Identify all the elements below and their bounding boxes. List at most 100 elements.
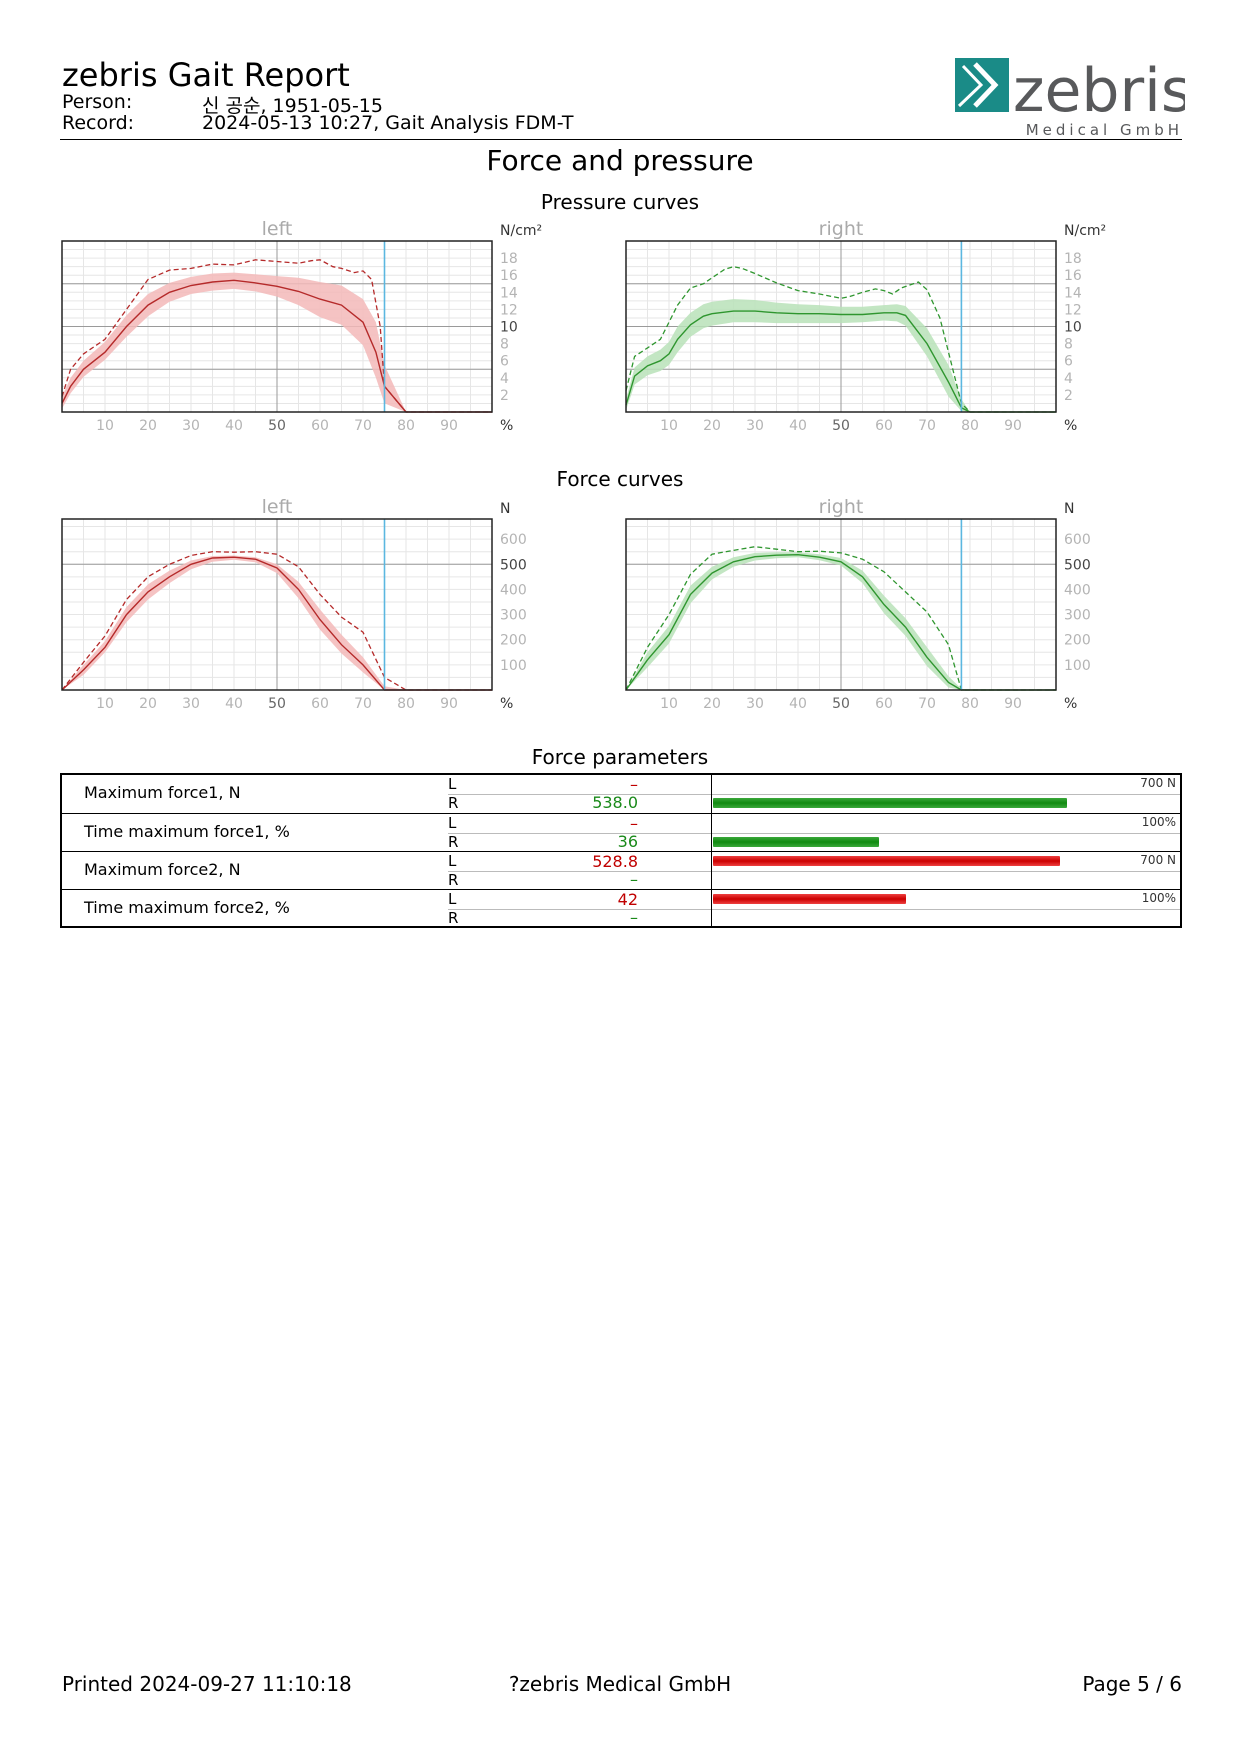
param-bar-left xyxy=(713,894,906,904)
x-tick-label: 80 xyxy=(397,418,415,434)
report-title: zebris Gait Report xyxy=(62,56,350,94)
x-tick-label: 50 xyxy=(268,696,286,712)
row-subdivider xyxy=(448,871,1180,872)
side-l-label: L xyxy=(448,890,457,908)
logo-text: zebris xyxy=(1013,56,1185,126)
record-label: Record: xyxy=(62,112,135,134)
y-tick-label: 14 xyxy=(500,285,518,301)
y-axis-unit: N/cm² xyxy=(500,223,542,239)
y-tick-label: 2 xyxy=(500,388,509,404)
force-chart-left: left 10 20 30 40 50 60 70 80 90 % 100 200 300 400 500 60… xyxy=(61,496,527,712)
x-tick-label: 40 xyxy=(789,418,807,434)
chart-panel-title: right xyxy=(819,496,864,518)
y-tick-label: 14 xyxy=(1064,285,1082,301)
x-tick-label: 20 xyxy=(139,418,157,434)
x-tick-label: 90 xyxy=(1004,696,1022,712)
x-tick-label: 30 xyxy=(746,418,764,434)
x-tick-label: 30 xyxy=(746,696,764,712)
force-parameters-title: Force parameters xyxy=(531,745,709,769)
y-tick-label: 12 xyxy=(500,302,518,318)
param-value-left: – xyxy=(630,814,638,833)
y-tick-label: 400 xyxy=(1064,582,1091,598)
x-axis-unit: % xyxy=(1064,696,1077,712)
x-tick-label: 50 xyxy=(832,418,850,434)
y-tick-label: 4 xyxy=(500,371,509,387)
max-curve xyxy=(625,266,1056,413)
y-tick-label: 600 xyxy=(1064,532,1091,548)
param-label: Time maximum force1, % xyxy=(84,822,290,841)
param-value-left: 528.8 xyxy=(592,852,638,871)
side-r-label: R xyxy=(448,833,459,851)
y-tick-label: 400 xyxy=(500,582,527,598)
x-tick-label: 30 xyxy=(182,696,200,712)
x-tick-label: 90 xyxy=(440,418,458,434)
record-value: 2024-05-13 10:27, Gait Analysis FDM-T xyxy=(202,112,574,134)
y-tick-label: 600 xyxy=(500,532,527,548)
x-tick-label: 10 xyxy=(96,696,114,712)
row-subdivider xyxy=(448,833,1180,834)
x-tick-label: 30 xyxy=(182,418,200,434)
x-axis-unit: % xyxy=(500,696,513,712)
y-tick-label: 8 xyxy=(1064,337,1073,353)
bar-scale-label: 700 N xyxy=(1140,853,1176,867)
max-curve xyxy=(625,546,1056,691)
footer-company: ?zebris Medical GmbH xyxy=(508,1672,732,1696)
x-tick-label: 60 xyxy=(311,696,329,712)
side-l-label: L xyxy=(448,852,457,870)
y-tick-label: 16 xyxy=(500,268,518,284)
y-tick-label: 4 xyxy=(1064,371,1073,387)
x-tick-label: 40 xyxy=(225,696,243,712)
param-row-time-max-force2: Time maximum force2, % L R 42 – 100% xyxy=(62,889,1180,928)
max-curve xyxy=(61,551,492,691)
footer-printed: Printed 2024-09-27 11:10:18 xyxy=(62,1672,352,1696)
y-tick-label: 200 xyxy=(500,633,527,649)
y-axis-unit: N xyxy=(500,501,510,517)
param-bar-right xyxy=(713,798,1067,808)
side-l-label: L xyxy=(448,775,457,793)
y-tick-label: 300 xyxy=(1064,608,1091,624)
y-tick-label: 500 xyxy=(500,557,527,573)
bar-scale-label: 700 N xyxy=(1140,776,1176,790)
header-divider xyxy=(60,139,1182,140)
x-tick-label: 10 xyxy=(96,418,114,434)
param-label: Maximum force2, N xyxy=(84,860,241,879)
y-tick-label: 10 xyxy=(500,320,518,336)
x-tick-label: 80 xyxy=(397,696,415,712)
y-axis-unit: N xyxy=(1064,501,1074,517)
y-tick-label: 500 xyxy=(1064,557,1091,573)
x-tick-label: 70 xyxy=(354,696,372,712)
x-tick-label: 60 xyxy=(875,696,893,712)
side-r-label: R xyxy=(448,794,459,812)
logo-subtext: Medical GmbH xyxy=(1026,121,1183,139)
param-label: Time maximum force2, % xyxy=(84,898,290,917)
param-label: Maximum force1, N xyxy=(84,783,241,802)
param-value-right: – xyxy=(630,908,638,927)
footer-page: Page 5 / 6 xyxy=(1082,1672,1182,1696)
bar-axis xyxy=(711,775,712,813)
y-tick-label: 8 xyxy=(500,337,509,353)
row-subdivider xyxy=(448,794,1180,795)
x-tick-label: 50 xyxy=(832,696,850,712)
y-tick-label: 300 xyxy=(500,608,527,624)
param-row-max-force1: Maximum force1, N L R – 538.0 700 N xyxy=(62,775,1180,813)
y-tick-label: 200 xyxy=(1064,633,1091,649)
std-dev-band xyxy=(626,299,1056,412)
y-tick-label: 12 xyxy=(1064,302,1082,318)
max-curve xyxy=(61,259,492,413)
x-axis-unit: % xyxy=(500,418,513,434)
param-value-left: 42 xyxy=(617,890,638,909)
x-tick-label: 60 xyxy=(311,418,329,434)
x-tick-label: 90 xyxy=(1004,418,1022,434)
y-tick-label: 18 xyxy=(500,251,518,267)
param-value-left: – xyxy=(630,775,638,794)
x-tick-label: 70 xyxy=(354,418,372,434)
x-tick-label: 20 xyxy=(703,418,721,434)
y-tick-label: 10 xyxy=(1064,320,1082,336)
person-label: Person: xyxy=(62,91,133,113)
row-subdivider xyxy=(448,909,1180,910)
plot-frame xyxy=(61,518,493,691)
y-tick-label: 16 xyxy=(1064,268,1082,284)
x-tick-label: 40 xyxy=(789,696,807,712)
chart-panel-title: left xyxy=(262,218,293,240)
side-l-label: L xyxy=(448,814,457,832)
